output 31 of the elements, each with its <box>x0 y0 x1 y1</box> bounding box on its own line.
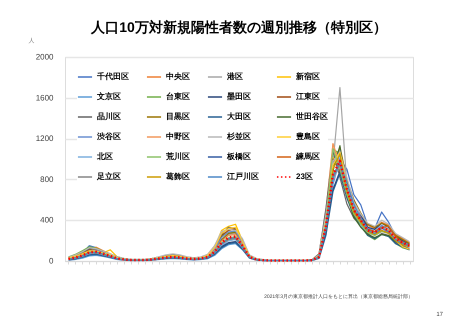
legend-label: 杉並区 <box>226 132 251 141</box>
y-tick-label: 0 <box>49 256 54 266</box>
legend-label: 北区 <box>96 152 113 161</box>
legend-label: 千代田区 <box>96 72 129 81</box>
legend-label: 墨田区 <box>226 92 251 101</box>
y-tick-label: 800 <box>40 174 54 184</box>
legend-label: 台東区 <box>166 92 190 101</box>
legend-label: 練馬区 <box>295 152 320 161</box>
chart-title: 人口10万対新規陽性者数の週別推移（特別区） <box>90 19 387 35</box>
legend-label: 荒川区 <box>165 152 190 161</box>
legend-label: 葛飾区 <box>165 172 190 181</box>
legend-label: 港区 <box>226 72 243 81</box>
legend-label: 世田谷区 <box>295 112 328 121</box>
legend-label: 23区 <box>296 172 313 181</box>
legend-label: 中央区 <box>166 72 190 81</box>
y-tick-label: 2000 <box>36 52 54 62</box>
legend-label: 大田区 <box>227 112 251 121</box>
y-tick-label: 1600 <box>36 93 54 102</box>
legend-label: 足立区 <box>96 171 121 181</box>
legend-label: 新宿区 <box>295 71 320 81</box>
legend-label: 江戸川区 <box>226 172 259 181</box>
legend-label: 中野区 <box>166 132 190 141</box>
y-tick-label: 400 <box>40 216 54 225</box>
legend-label: 豊島区 <box>295 132 320 141</box>
legend-label: 板橋区 <box>226 152 251 161</box>
y-tick-label: 1200 <box>36 134 54 144</box>
legend-label: 文京区 <box>96 92 121 101</box>
legend-label: 江東区 <box>295 92 320 101</box>
legend-label: 目黒区 <box>166 112 190 121</box>
legend-label: 品川区 <box>97 112 121 121</box>
legend-label: 渋谷区 <box>96 132 121 141</box>
